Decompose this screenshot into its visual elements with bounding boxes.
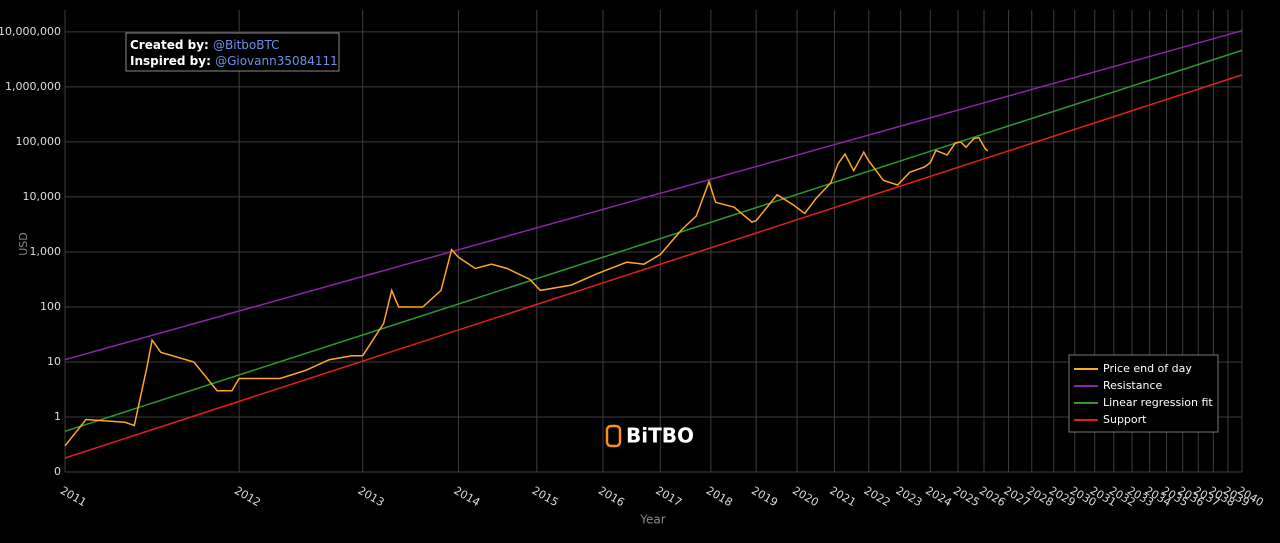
annotation-text: Created by: @BitboBTC — [130, 38, 279, 52]
y-tick-label: 100,000 — [16, 135, 62, 148]
y-tick-label: 1,000 — [30, 245, 62, 258]
logo-text: BiTBO — [626, 424, 694, 448]
annotation-box — [125, 32, 340, 72]
series-line — [64, 49, 1243, 433]
legend-label: Linear regression fit — [1103, 396, 1213, 409]
annotation-label: Created by: — [130, 38, 209, 52]
y-tick-label: 10 — [47, 355, 61, 368]
series-line — [64, 136, 989, 447]
legend-label: Price end of day — [1103, 362, 1192, 375]
legend: Price end of day Resistance Linear regress… — [1068, 354, 1219, 433]
y-tick-label: 0 — [54, 465, 61, 478]
series-line — [64, 74, 1243, 459]
y-tick-label: 100 — [40, 300, 61, 313]
x-axis-label: Year — [639, 513, 665, 527]
logo-icon — [605, 424, 622, 448]
annotation-text: Inspired by: @Giovann35084111 — [130, 54, 338, 68]
legend-label: Resistance — [1103, 379, 1163, 392]
logo: BiTBO — [605, 424, 694, 448]
y-tick-label: 1,000,000 — [5, 80, 61, 93]
legend-label: Support — [1103, 413, 1147, 426]
annotation-link[interactable]: @BitboBTC — [213, 38, 279, 52]
y-tick-label: 1 — [54, 410, 61, 423]
annotation: Created by: @BitboBTC Inspired by: @Giov… — [125, 32, 340, 72]
y-axis-label: USD — [17, 232, 30, 256]
annotation-link[interactable]: @Giovann35084111 — [215, 54, 338, 68]
y-tick-label: 10,000 — [23, 190, 62, 203]
marks — [64, 29, 1243, 459]
series-line — [64, 29, 1243, 361]
y-tick-label: 10,000,000 — [0, 25, 61, 38]
annotation-label: Inspired by: — [130, 54, 211, 68]
